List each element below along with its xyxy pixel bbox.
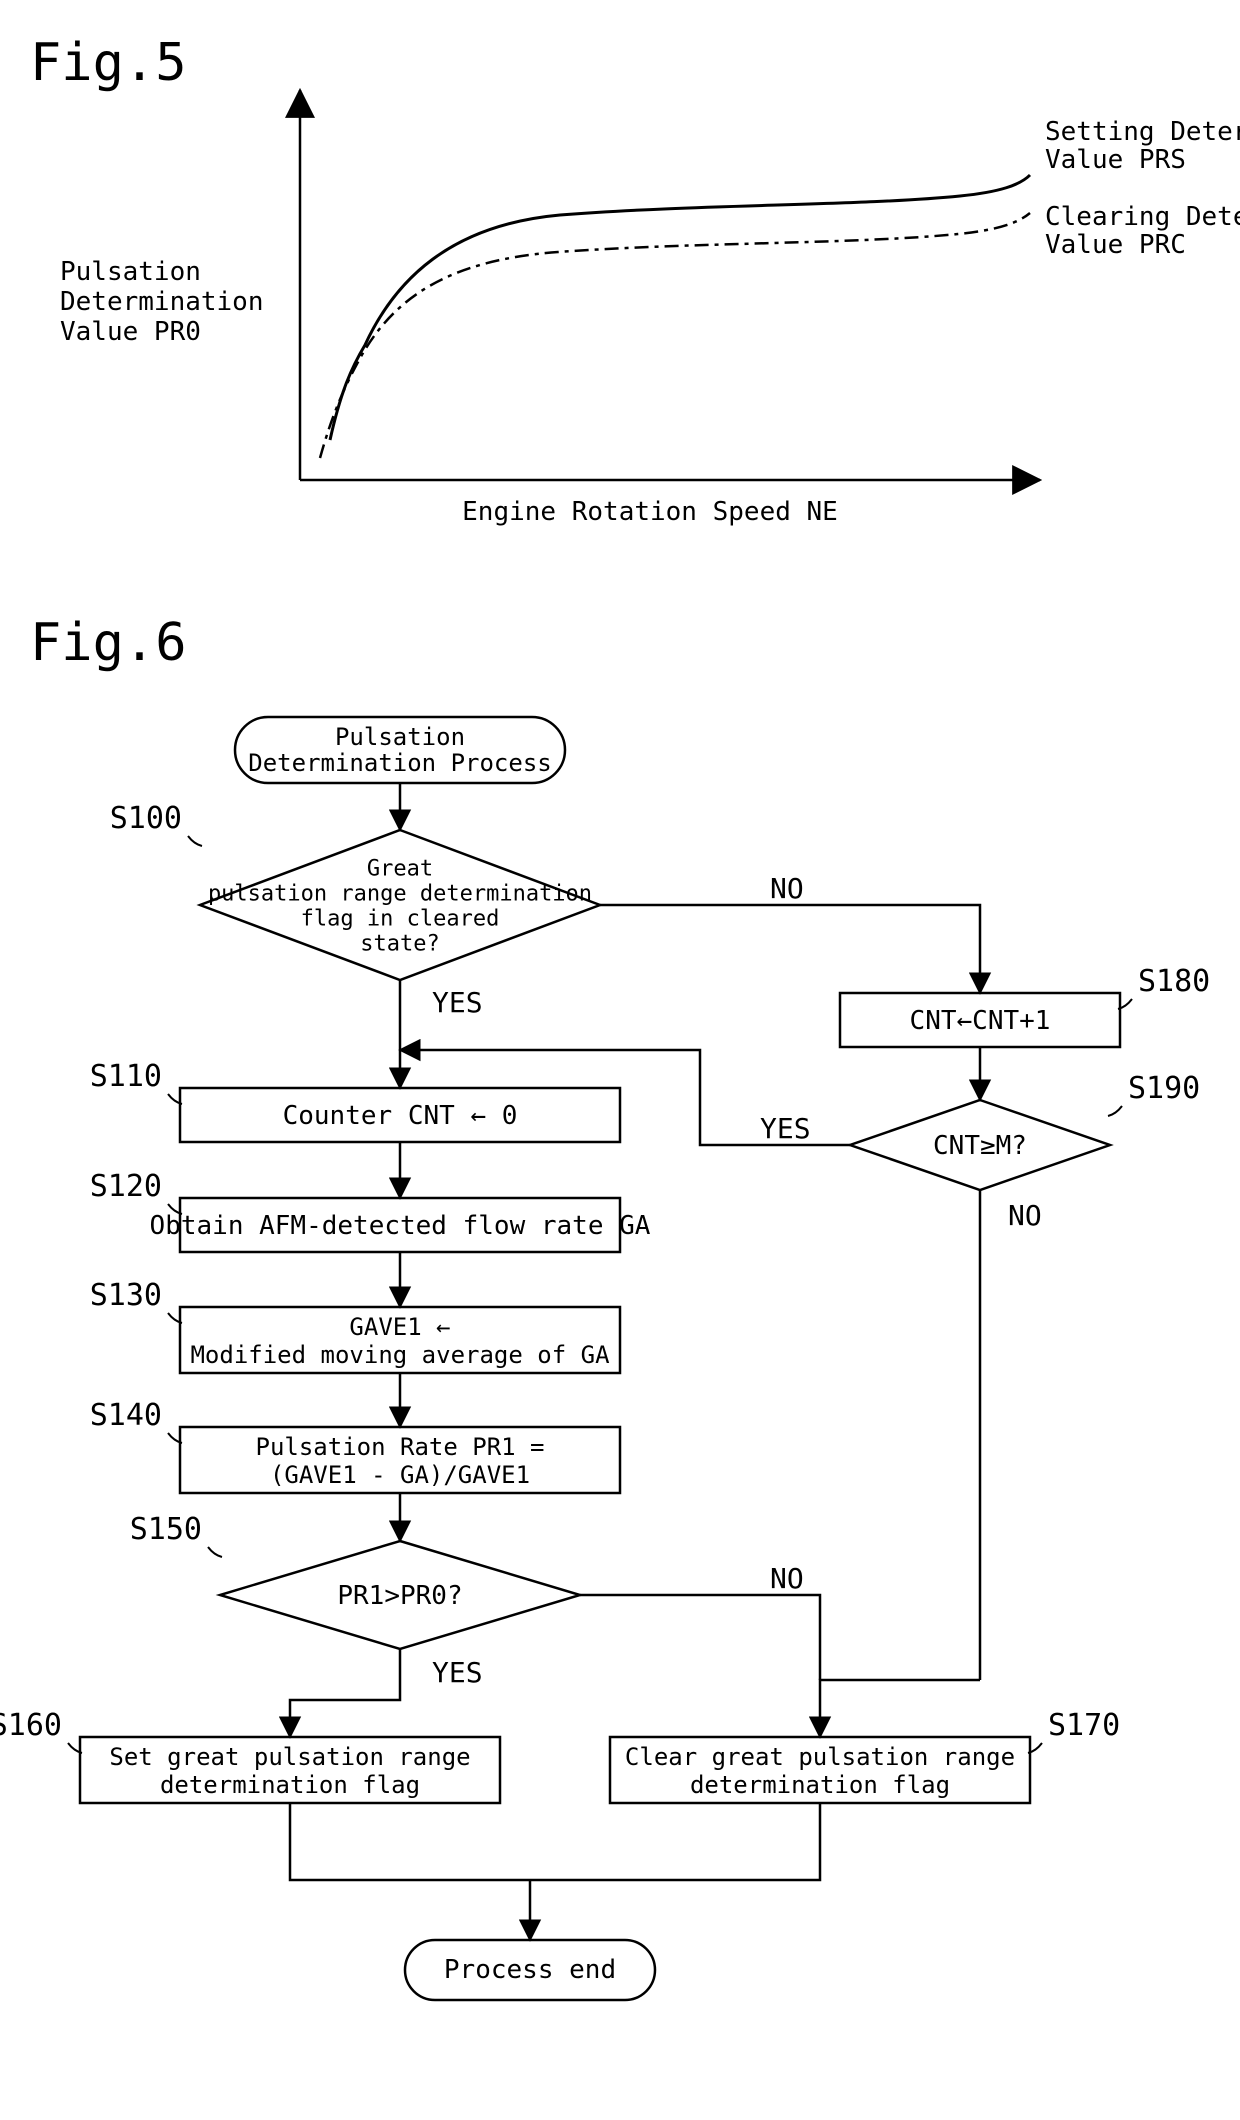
- svg-text:Pulsation Rate PR1 =: Pulsation Rate PR1 =: [256, 1433, 545, 1461]
- svg-text:YES: YES: [432, 1656, 483, 1689]
- svg-text:Counter CNT ← 0: Counter CNT ← 0: [283, 1101, 518, 1131]
- svg-text:S160: S160: [0, 1708, 62, 1743]
- svg-text:PR1>PR0?: PR1>PR0?: [337, 1581, 462, 1611]
- svg-text:Obtain AFM-detected flow rate: Obtain AFM-detected flow rate GA: [150, 1211, 651, 1241]
- svg-text:Set great pulsation range: Set great pulsation range: [109, 1743, 470, 1771]
- svg-text:pulsation range determination: pulsation range determination: [208, 882, 592, 907]
- svg-text:(GAVE1 - GA)/GAVE1: (GAVE1 - GA)/GAVE1: [270, 1461, 530, 1489]
- svg-text:Engine Rotation Speed NE: Engine Rotation Speed NE: [462, 497, 838, 527]
- svg-text:Value PRC: Value PRC: [1045, 230, 1186, 260]
- flow-edge: [290, 1649, 400, 1737]
- svg-text:Fig.5: Fig.5: [30, 33, 187, 93]
- svg-text:CNT≥M?: CNT≥M?: [933, 1131, 1027, 1161]
- svg-text:Pulsation: Pulsation: [60, 257, 201, 287]
- svg-text:S140: S140: [90, 1398, 162, 1433]
- series-PRC: [320, 213, 1030, 458]
- svg-text:S100: S100: [110, 801, 182, 836]
- svg-text:S190: S190: [1128, 1071, 1200, 1106]
- svg-text:state?: state?: [360, 932, 439, 957]
- svg-text:Value PRS: Value PRS: [1045, 145, 1186, 175]
- svg-text:NO: NO: [770, 1562, 804, 1595]
- svg-text:YES: YES: [760, 1112, 811, 1145]
- svg-text:NO: NO: [1008, 1199, 1042, 1232]
- svg-text:Value PR0: Value PR0: [60, 317, 201, 347]
- svg-text:Great: Great: [367, 857, 433, 882]
- svg-text:NO: NO: [770, 872, 804, 905]
- svg-text:Clearing Determination: Clearing Determination: [1045, 202, 1240, 232]
- svg-text:Setting Determination: Setting Determination: [1045, 117, 1240, 147]
- svg-text:S130: S130: [90, 1278, 162, 1313]
- svg-text:flag in cleared: flag in cleared: [301, 907, 500, 932]
- svg-text:Process end: Process end: [444, 1955, 616, 1985]
- svg-text:GAVE1 ←: GAVE1 ←: [349, 1313, 450, 1341]
- svg-text:S170: S170: [1048, 1708, 1120, 1743]
- svg-text:Clear great pulsation range: Clear great pulsation range: [625, 1743, 1015, 1771]
- svg-text:Determination: Determination: [60, 287, 264, 317]
- flow-edge: [600, 905, 980, 993]
- svg-text:Pulsation: Pulsation: [335, 723, 465, 751]
- flow-edge: [820, 1680, 980, 1737]
- svg-text:CNT←CNT+1: CNT←CNT+1: [910, 1006, 1051, 1036]
- svg-text:S180: S180: [1138, 964, 1210, 999]
- svg-text:YES: YES: [432, 986, 483, 1019]
- svg-text:S150: S150: [130, 1512, 202, 1547]
- series-PRS: [330, 175, 1030, 440]
- svg-text:determination flag: determination flag: [690, 1771, 950, 1799]
- svg-text:determination flag: determination flag: [160, 1771, 420, 1799]
- svg-text:Modified moving average of GA: Modified moving average of GA: [190, 1341, 610, 1369]
- svg-text:Determination Process: Determination Process: [248, 749, 551, 777]
- svg-text:S110: S110: [90, 1059, 162, 1094]
- svg-text:Fig.6: Fig.6: [30, 613, 187, 673]
- svg-text:S120: S120: [90, 1169, 162, 1204]
